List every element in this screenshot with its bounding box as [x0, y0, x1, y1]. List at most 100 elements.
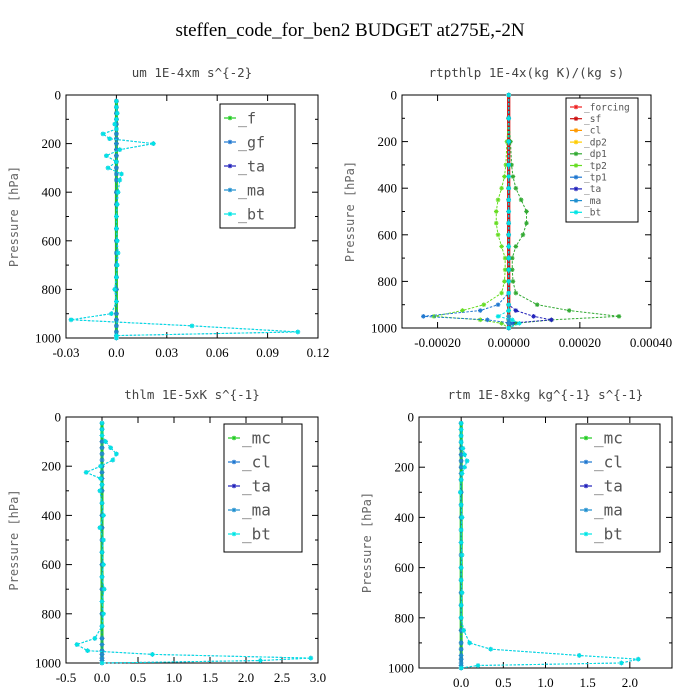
data-point — [458, 458, 464, 464]
legend-marker — [231, 531, 237, 537]
x-tick-label: 0.12 — [307, 345, 330, 360]
data-point — [460, 446, 466, 451]
data-point — [506, 92, 512, 98]
data-point — [85, 648, 90, 653]
data-point — [99, 550, 105, 555]
figure-title: steffen_code_for_ben2 BUDGET at275E,-2N — [175, 20, 525, 41]
data-point — [499, 244, 504, 249]
data-point — [99, 482, 105, 487]
legend-marker — [573, 174, 579, 180]
legend-marker — [231, 483, 237, 489]
data-point — [549, 317, 554, 323]
data-point — [99, 574, 105, 580]
data-point — [493, 209, 499, 214]
data-point — [99, 636, 105, 641]
data-point — [103, 439, 108, 444]
data-point — [506, 308, 512, 313]
legend-item: _mc — [580, 429, 623, 448]
x-tick-label: -0.5 — [56, 670, 77, 685]
data-point — [481, 302, 487, 307]
y-tick-label: 400 — [42, 185, 62, 200]
data-point — [499, 290, 504, 296]
y-axis-title: Pressure [hPa] — [7, 489, 21, 590]
data-point — [458, 527, 464, 533]
data-point — [458, 565, 464, 570]
data-point — [114, 159, 119, 165]
data-point — [506, 220, 512, 226]
legend-marker — [583, 435, 589, 441]
data-point — [99, 445, 105, 451]
x-tick-label: 0.03 — [155, 345, 178, 360]
y-tick-label: 400 — [378, 181, 398, 196]
data-point — [99, 599, 105, 604]
panel-1: um 1E-4xm s^{-2} Pressure [hPa] 0 200 400 600… — [7, 65, 329, 360]
x-tick-label: 0.0 — [94, 670, 110, 685]
x-tick-label: 0.0 — [453, 675, 469, 690]
panel-2: rtpthlp 1E-4x(kg K)/(kg s) Pressure [hPa]… — [343, 65, 672, 350]
data-point — [458, 602, 464, 608]
data-point — [506, 255, 512, 261]
y-tick-label: 0 — [408, 410, 415, 425]
data-point — [493, 220, 499, 226]
legend-item: _f — [224, 109, 256, 127]
series-bt — [458, 420, 641, 671]
legend-marker — [573, 163, 579, 168]
y-tick-label: 200 — [42, 459, 62, 474]
data-point — [99, 427, 105, 432]
data-point — [114, 110, 120, 116]
legend-item: _ta — [228, 477, 271, 496]
data-point — [108, 445, 113, 451]
data-point — [458, 577, 464, 583]
data-point — [509, 321, 515, 326]
data-point — [510, 174, 516, 179]
x-tick-label: 2.0 — [622, 675, 638, 690]
data-point — [513, 244, 519, 249]
data-point — [97, 525, 103, 530]
data-point — [114, 311, 119, 316]
legend-marker — [231, 435, 237, 441]
data-point — [99, 457, 105, 463]
data-point — [114, 238, 120, 244]
data-point — [99, 500, 105, 506]
data-point — [477, 317, 483, 323]
data-point — [513, 321, 519, 326]
data-point — [114, 329, 119, 335]
legend-marker — [573, 210, 579, 215]
data-point — [488, 646, 493, 652]
legend-label: _mc — [594, 429, 623, 448]
legend-label: _tp1 — [584, 173, 607, 184]
data-point — [308, 655, 314, 661]
legend: _mc _cl _ta _ma _bt — [223, 423, 303, 553]
legend-box — [575, 423, 661, 553]
data-point — [114, 104, 119, 110]
legend-label: _dp1 — [584, 149, 607, 160]
data-point — [506, 232, 512, 238]
series-bt — [68, 98, 301, 341]
y-tick-label: 1000 — [371, 321, 397, 336]
data-point — [119, 171, 124, 177]
data-point — [114, 147, 119, 152]
data-point — [114, 153, 119, 159]
panel-title: thlm 1E-5xK s^{-1} — [124, 387, 259, 402]
legend-marker — [583, 459, 589, 465]
legend-marker — [573, 128, 579, 133]
series-ta — [506, 92, 554, 331]
legend-label: _cl — [594, 453, 623, 472]
data-point — [509, 162, 514, 168]
data-point — [509, 255, 515, 261]
x-tick-label: 0.5 — [130, 670, 146, 685]
data-point — [566, 308, 572, 313]
data-point — [101, 537, 106, 543]
y-tick-label: 800 — [42, 606, 62, 621]
legend-item: _ma — [570, 196, 601, 207]
legend-item: _tp2 — [570, 161, 607, 172]
x-tick-label: 0.00040 — [630, 335, 672, 350]
data-point — [462, 452, 467, 457]
data-point — [485, 317, 490, 323]
legend-item: _ta — [580, 477, 623, 496]
data-point — [114, 126, 119, 132]
x-tick-label: 0.5 — [495, 675, 511, 690]
data-point — [74, 642, 80, 647]
legend-marker — [573, 139, 579, 145]
